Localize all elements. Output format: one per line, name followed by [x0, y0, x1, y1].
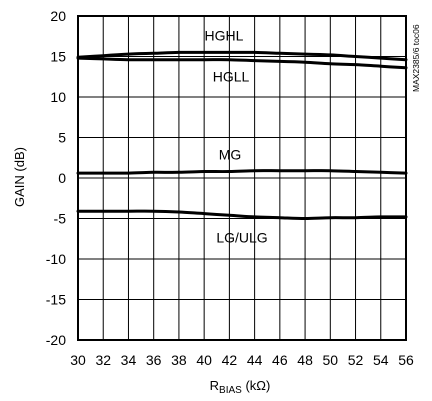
part-code-label: MAX2385/6 toc06: [411, 24, 421, 92]
x-tick-label-56: 56: [398, 352, 414, 368]
x-tick-label-32: 32: [95, 352, 111, 368]
y-tick-label-20: -20: [46, 332, 66, 348]
y-tick-label-15: 15: [50, 49, 66, 65]
x-tick-label-44: 44: [247, 352, 263, 368]
series-label-hghl: HGHL: [205, 27, 244, 43]
y-tick-labels: 20 15 10 5 0 -5 -10 -15 -20: [46, 8, 66, 348]
series-line-lg-ulg: [76, 209, 408, 220]
series-labels: HGHL HGLL MG LG/ULG: [205, 27, 268, 245]
x-tick-label-52: 52: [348, 352, 364, 368]
y-axis-label: GAIN (dB): [12, 147, 27, 207]
y-tick-label-15: -15: [46, 292, 66, 308]
x-tick-label-34: 34: [121, 352, 137, 368]
y-tick-label-5: -5: [54, 211, 67, 227]
series-line-mg: [76, 169, 408, 175]
series-label-lg-ulg: LG/ULG: [216, 229, 267, 245]
y-tick-label-10: 10: [50, 89, 66, 105]
x-axis-label-main: R: [210, 378, 219, 393]
x-tick-label-30: 30: [70, 352, 86, 368]
x-tick-label-40: 40: [196, 352, 212, 368]
y-tick-label-10: -10: [46, 251, 66, 267]
plot-frame: [77, 15, 407, 341]
series-lines: [76, 50, 408, 220]
y-tick-label-20: 20: [50, 8, 66, 24]
x-tick-label-46: 46: [272, 352, 288, 368]
x-axis-label: RBIAS (kΩ): [210, 378, 271, 396]
x-tick-label-54: 54: [373, 352, 389, 368]
x-tick-label-48: 48: [297, 352, 313, 368]
x-axis-label-unit: (kΩ): [242, 378, 271, 393]
series-line-hgll: [76, 56, 408, 70]
series-label-hgll: HGLL: [213, 69, 250, 85]
x-tick-label-50: 50: [323, 352, 339, 368]
x-tick-label-42: 42: [222, 352, 238, 368]
series-label-mg: MG: [219, 147, 242, 163]
series-line-hghl: [76, 50, 408, 62]
x-tick-label-38: 38: [171, 352, 187, 368]
x-axis-label-subscript: BIAS: [219, 385, 242, 396]
y-tick-label-5: 5: [58, 130, 66, 146]
y-tick-label-0: 0: [58, 170, 66, 186]
x-tick-labels: 30 32 34 36 38 40 42 44 46 48 50 52 54 56: [70, 352, 414, 368]
x-tick-label-36: 36: [146, 352, 162, 368]
